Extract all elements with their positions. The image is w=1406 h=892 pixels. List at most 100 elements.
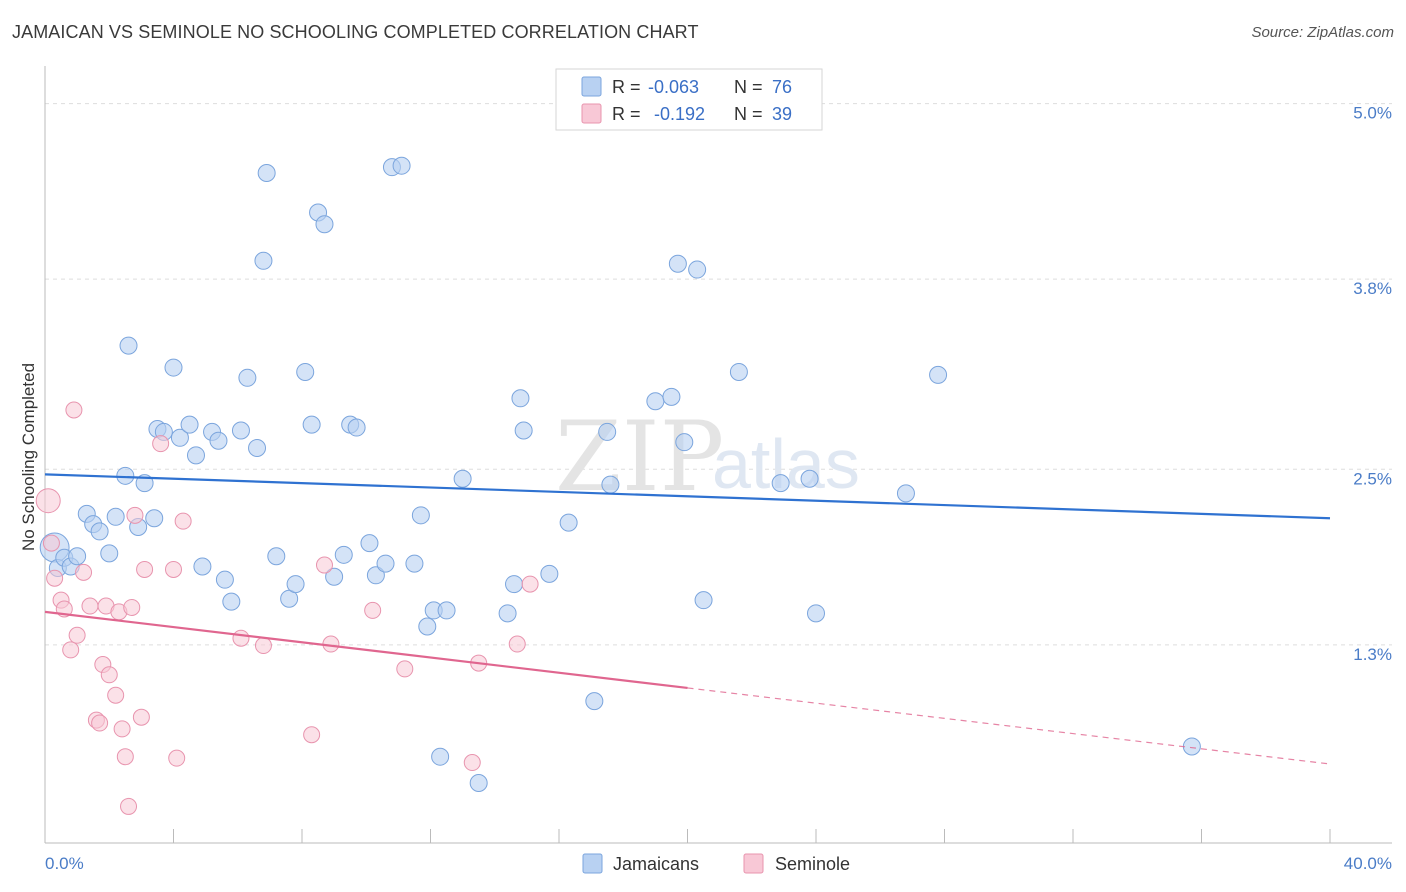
jamaicans-point-57 [511,389,530,408]
seminole-point-35 [463,754,481,772]
seminole-point-14 [100,666,118,684]
jamaicans-point-46 [392,156,411,175]
jamaicans-point-4 [68,547,87,566]
seminole-point-17 [113,720,131,738]
seminole-point-20 [123,598,141,616]
jamaicans-point-34 [296,362,315,381]
y-tick-label-1: 2.5% [1353,469,1392,488]
jamaicans-point-48 [411,506,430,525]
jamaicans-point-23 [209,431,228,450]
jamaicans-point-71 [771,474,790,493]
jamaicans-point-25 [222,592,241,611]
jamaicans-point-21 [193,557,212,576]
jamaicans-point-63 [601,475,620,494]
seminole-point-7 [68,626,86,644]
seminole-point-19 [120,797,138,815]
seminole-point-28 [232,629,250,647]
jamaicans-point-62 [598,422,617,441]
jamaicans-point-64 [646,392,665,411]
jamaicans-point-44 [376,554,395,573]
legend-r-label-1: R = [612,77,641,97]
seminole-point-18 [116,748,134,766]
jamaicans-point-76 [1182,737,1201,756]
jamaicans-point-69 [694,591,713,610]
seminole-point-1 [42,534,60,552]
y-axis-title: No Schooling Completed [19,363,38,551]
jamaicans-point-37 [315,215,334,234]
tick-labels: 1.3% 2.5% 3.8% 5.0% 0.0% 40.0% [45,104,1392,873]
seminole-point-6 [65,401,83,419]
legend-swatch-jamaicans [581,76,602,97]
seminole-point-9 [81,597,99,615]
seminole-point-31 [315,556,333,574]
jamaicans-point-30 [257,164,276,183]
jamaicans-point-42 [360,534,379,553]
jamaicans-point-43 [366,566,385,585]
seminole-trend-line-extension [687,687,1331,765]
jamaicans-point-55 [498,604,517,623]
jamaicans-point-20 [186,446,205,465]
trend-lines [44,473,1331,765]
jamaicans-point-52 [437,601,456,620]
jamaicans-point-39 [334,545,353,564]
legend-r-label-2: R = [612,104,641,124]
jamaicans-point-70 [729,362,748,381]
bottom-legend-label-jamaicans: Jamaicans [613,854,699,874]
legend-r-value-2: -0.192 [654,104,705,124]
y-tick-label-3: 5.0% [1353,104,1392,123]
seminole-point-11 [91,714,109,732]
jamaicans-point-35 [302,415,321,434]
x-tick-label-1: 40.0% [1344,854,1392,873]
y-tick-label-0: 1.3% [1353,645,1392,664]
jamaicans-point-38 [325,567,344,586]
seminole-point-38 [521,575,539,593]
seminole-point-2 [46,569,64,587]
jamaicans-point-19 [180,415,199,434]
jamaicans-point-7 [90,522,109,541]
bottom-legend-swatch-seminole [743,853,764,874]
jamaicans-trend-line [44,473,1331,520]
jamaicans-point-33 [286,575,305,594]
jamaicans-point-51 [431,747,450,766]
jamaicans-point-68 [688,260,707,279]
seminole-point-21 [126,506,144,524]
jamaicans-point-17 [164,358,183,377]
jamaicans-point-11 [119,336,138,355]
jamaicans-point-66 [668,254,687,273]
jamaicans-point-75 [929,365,948,384]
bottom-legend: Jamaicans Seminole [582,853,850,874]
seminole-point-22 [132,708,150,726]
seminole-point-34 [396,660,414,678]
seminole-point-0 [35,488,61,514]
jamaicans-point-60 [559,513,578,532]
bottom-legend-swatch-jamaicans [582,853,603,874]
jamaicans-point-9 [106,507,125,526]
seminole-point-27 [174,512,192,530]
jamaicans-point-59 [540,564,559,583]
x-tick-label-0: 0.0% [45,854,84,873]
jamaicans-point-61 [585,692,604,711]
legend-n-value-1: 76 [772,77,792,97]
seminole-point-30 [303,726,321,744]
seminole-points [35,401,539,815]
jamaicans-point-73 [807,604,825,623]
axes [44,66,1392,844]
jamaicans-point-56 [505,575,524,594]
jamaicans-point-47 [405,554,424,573]
seminole-point-33 [364,601,382,619]
jamaicans-point-24 [215,570,234,589]
legend-r-value-1: -0.063 [648,77,699,97]
jamaicans-point-58 [514,421,533,440]
legend-n-label-1: N = [734,77,763,97]
source-label: Source: ZipAtlas.com [1251,24,1394,41]
jamaicans-point-49 [418,617,437,636]
seminole-point-29 [254,637,272,655]
jamaicans-point-54 [469,774,488,793]
chart-title: JAMAICAN VS SEMINOLE NO SCHOOLING COMPLE… [12,22,699,42]
legend-swatch-seminole [581,103,602,124]
seminole-point-8 [75,563,93,581]
jamaicans-point-28 [248,439,267,458]
jamaicans-point-31 [267,547,286,566]
y-tick-label-2: 3.8% [1353,279,1392,298]
